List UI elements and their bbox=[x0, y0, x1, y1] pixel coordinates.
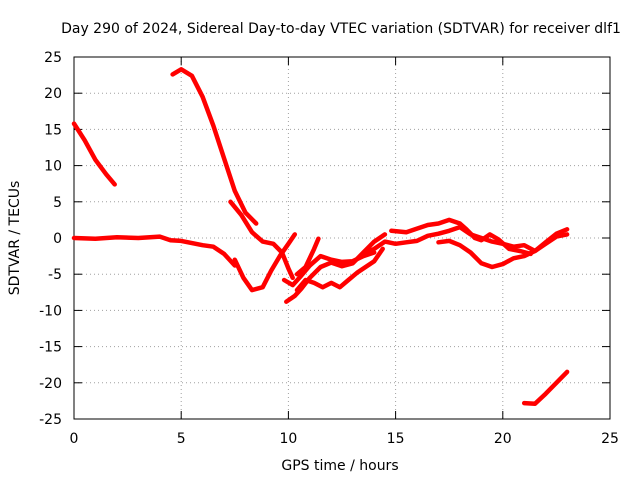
series-track-12 bbox=[436, 227, 570, 270]
x-tick-label: 10 bbox=[279, 431, 297, 447]
y-tick-label: 20 bbox=[44, 86, 62, 102]
x-axis-label: GPS time / hours bbox=[281, 458, 398, 474]
chart-title: Day 290 of 2024, Sidereal Day-to-day VTE… bbox=[61, 21, 621, 37]
y-tick-label: 10 bbox=[44, 159, 62, 175]
x-tick-label: 25 bbox=[601, 431, 619, 447]
y-tick-label: -10 bbox=[39, 303, 62, 319]
y-tick-label: 15 bbox=[44, 122, 62, 138]
series-track-2 bbox=[71, 234, 238, 268]
y-tick-label: -25 bbox=[39, 412, 62, 428]
y-tick-label: -15 bbox=[39, 340, 62, 356]
series-track-3 bbox=[170, 67, 259, 226]
y-tick-label: 25 bbox=[44, 50, 62, 66]
series-track-5 bbox=[232, 232, 298, 293]
y-tick-label: -5 bbox=[48, 267, 62, 283]
series-group bbox=[71, 67, 570, 407]
y-tick-label: 5 bbox=[53, 195, 62, 211]
x-tick-label: 0 bbox=[70, 431, 79, 447]
series-track-7 bbox=[284, 232, 388, 304]
series-track-11 bbox=[389, 217, 533, 257]
y-axis: -25 -20 -15 -10 -5 0 5 10 15 20 25 bbox=[39, 50, 610, 428]
y-tick-label: -20 bbox=[39, 376, 62, 392]
x-tick-label: 20 bbox=[494, 431, 512, 447]
y-axis-label: SDTVAR / TECUs bbox=[7, 181, 23, 296]
series-track-8 bbox=[294, 236, 321, 277]
x-tick-label: 15 bbox=[387, 431, 405, 447]
x-tick-label: 5 bbox=[177, 431, 186, 447]
series-track-1 bbox=[71, 121, 117, 187]
series-track-9 bbox=[294, 246, 385, 293]
series-track-4 bbox=[228, 199, 295, 281]
series-track-13 bbox=[521, 369, 570, 407]
y-tick-label: 0 bbox=[53, 231, 62, 247]
x-axis: 0 5 10 15 20 25 bbox=[70, 57, 619, 447]
grid bbox=[74, 57, 610, 419]
